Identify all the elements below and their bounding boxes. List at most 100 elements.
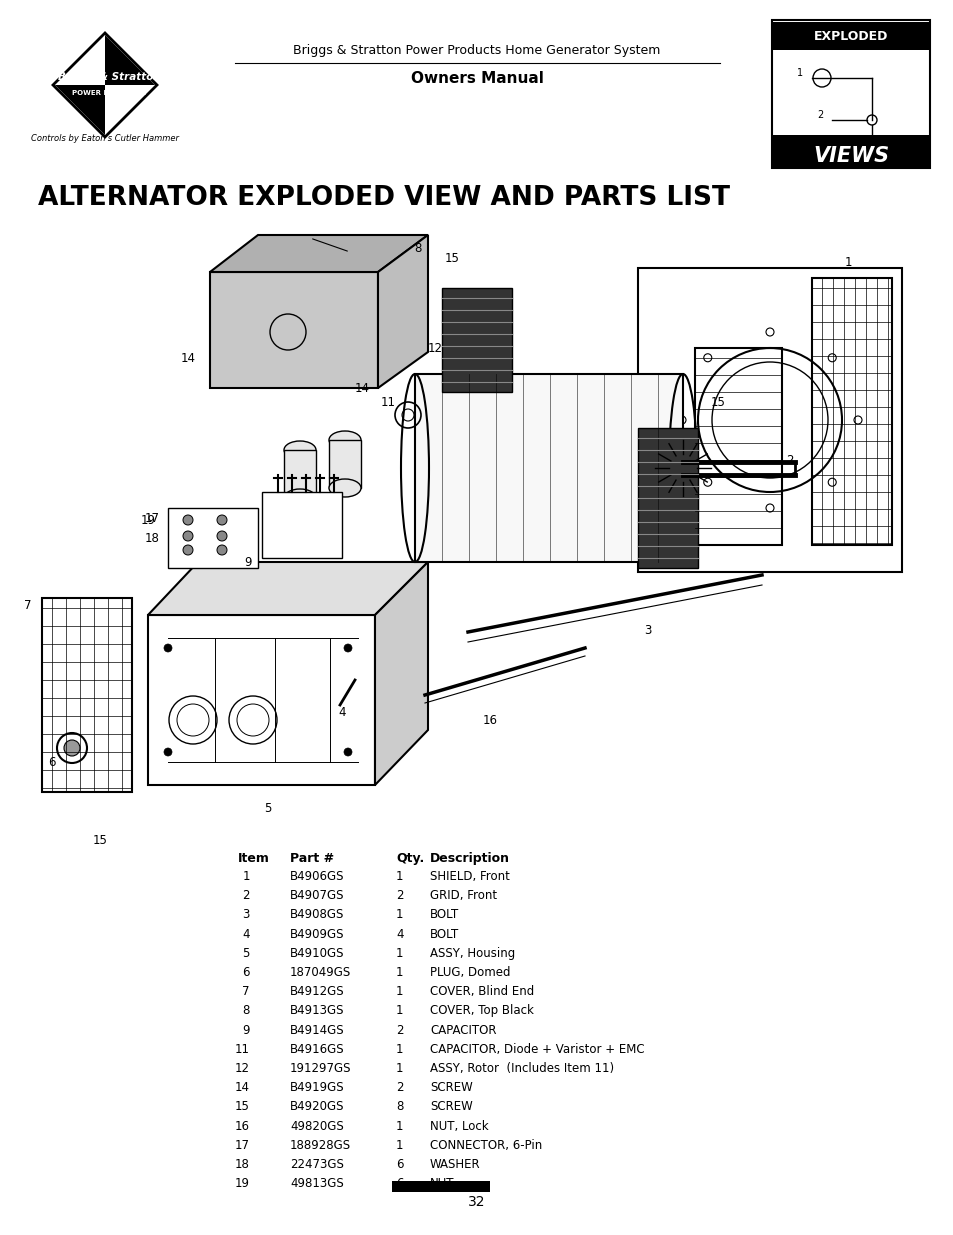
Circle shape bbox=[344, 643, 352, 652]
Circle shape bbox=[216, 545, 227, 555]
Text: 1: 1 bbox=[796, 68, 802, 78]
Text: 16: 16 bbox=[234, 1120, 250, 1132]
Polygon shape bbox=[811, 278, 891, 545]
Text: 5: 5 bbox=[242, 947, 250, 960]
Text: B4909GS: B4909GS bbox=[290, 927, 344, 941]
FancyBboxPatch shape bbox=[329, 440, 360, 488]
Text: 1: 1 bbox=[395, 986, 403, 998]
Ellipse shape bbox=[284, 489, 315, 508]
Text: Description: Description bbox=[430, 852, 510, 864]
Text: 6: 6 bbox=[395, 1158, 403, 1171]
Text: SCREW: SCREW bbox=[430, 1081, 473, 1094]
Text: 49820GS: 49820GS bbox=[290, 1120, 343, 1132]
Text: Briggs & Stratton: Briggs & Stratton bbox=[57, 72, 160, 82]
Text: 15: 15 bbox=[92, 834, 108, 846]
Text: Briggs & Stratton Power Products Home Generator System: Briggs & Stratton Power Products Home Ge… bbox=[293, 43, 660, 57]
Text: 16: 16 bbox=[482, 714, 497, 726]
Text: BOLT: BOLT bbox=[430, 909, 458, 921]
Text: 18: 18 bbox=[145, 531, 159, 545]
Text: Qty.: Qty. bbox=[395, 852, 424, 864]
Text: B4919GS: B4919GS bbox=[290, 1081, 344, 1094]
Text: 1: 1 bbox=[395, 1139, 403, 1152]
Circle shape bbox=[57, 734, 87, 763]
FancyBboxPatch shape bbox=[415, 374, 682, 562]
Polygon shape bbox=[441, 288, 512, 391]
Text: 187049GS: 187049GS bbox=[290, 966, 351, 979]
Text: B4912GS: B4912GS bbox=[290, 986, 344, 998]
Text: 49813GS: 49813GS bbox=[290, 1177, 343, 1191]
Text: B4906GS: B4906GS bbox=[290, 869, 344, 883]
Text: 2: 2 bbox=[395, 889, 403, 903]
Circle shape bbox=[183, 531, 193, 541]
Text: 11: 11 bbox=[234, 1042, 250, 1056]
Ellipse shape bbox=[329, 431, 360, 450]
Text: 1: 1 bbox=[395, 1062, 403, 1074]
Text: NUT: NUT bbox=[430, 1177, 454, 1191]
Circle shape bbox=[164, 643, 172, 652]
Text: 1: 1 bbox=[395, 1042, 403, 1056]
Text: 1: 1 bbox=[395, 1120, 403, 1132]
Text: 12: 12 bbox=[234, 1062, 250, 1074]
Text: 1: 1 bbox=[843, 256, 851, 268]
Polygon shape bbox=[148, 562, 428, 615]
Text: 9: 9 bbox=[242, 1024, 250, 1036]
Polygon shape bbox=[375, 562, 428, 785]
FancyBboxPatch shape bbox=[771, 20, 929, 168]
Text: 19: 19 bbox=[140, 514, 155, 526]
Circle shape bbox=[216, 515, 227, 525]
Polygon shape bbox=[53, 33, 157, 137]
Text: EXPLODED: EXPLODED bbox=[813, 30, 887, 42]
Polygon shape bbox=[638, 429, 698, 568]
Circle shape bbox=[216, 531, 227, 541]
Text: 3: 3 bbox=[886, 138, 892, 148]
Text: 3: 3 bbox=[643, 624, 651, 636]
Text: 7: 7 bbox=[242, 986, 250, 998]
Polygon shape bbox=[377, 235, 428, 388]
Text: 14: 14 bbox=[180, 352, 195, 364]
Text: Owners Manual: Owners Manual bbox=[410, 70, 543, 85]
Text: 6: 6 bbox=[49, 756, 55, 768]
Text: 1: 1 bbox=[395, 1004, 403, 1018]
Polygon shape bbox=[148, 615, 375, 785]
Text: B4913GS: B4913GS bbox=[290, 1004, 344, 1018]
Text: CAPACITOR, Diode + Varistor + EMC: CAPACITOR, Diode + Varistor + EMC bbox=[430, 1042, 644, 1056]
Text: POWER PRODUCTS: POWER PRODUCTS bbox=[71, 90, 146, 96]
Text: COVER, Top Black: COVER, Top Black bbox=[430, 1004, 534, 1018]
Polygon shape bbox=[262, 492, 341, 558]
Polygon shape bbox=[42, 598, 132, 792]
Text: Controls by Eaton's Cutler Hammer: Controls by Eaton's Cutler Hammer bbox=[30, 133, 179, 142]
Text: SHIELD, Front: SHIELD, Front bbox=[430, 869, 509, 883]
Text: COVER, Blind End: COVER, Blind End bbox=[430, 986, 534, 998]
FancyBboxPatch shape bbox=[771, 22, 929, 49]
Text: 1: 1 bbox=[395, 869, 403, 883]
Text: B4920GS: B4920GS bbox=[290, 1100, 344, 1114]
Polygon shape bbox=[105, 35, 154, 85]
Text: 2: 2 bbox=[395, 1024, 403, 1036]
Text: 1: 1 bbox=[395, 966, 403, 979]
Text: 19: 19 bbox=[234, 1177, 250, 1191]
Circle shape bbox=[183, 515, 193, 525]
Text: 2: 2 bbox=[816, 110, 822, 120]
Text: VIEWS: VIEWS bbox=[812, 146, 888, 165]
Text: 4: 4 bbox=[242, 927, 250, 941]
Circle shape bbox=[64, 740, 80, 756]
Polygon shape bbox=[210, 235, 428, 272]
Text: 8: 8 bbox=[242, 1004, 250, 1018]
Text: 18: 18 bbox=[234, 1158, 250, 1171]
Text: 7: 7 bbox=[24, 599, 31, 611]
Text: 9: 9 bbox=[244, 556, 252, 568]
Text: 6: 6 bbox=[395, 1177, 403, 1191]
Ellipse shape bbox=[284, 441, 315, 459]
Polygon shape bbox=[210, 272, 377, 388]
FancyBboxPatch shape bbox=[284, 450, 315, 498]
Text: 17: 17 bbox=[234, 1139, 250, 1152]
Text: B4910GS: B4910GS bbox=[290, 947, 344, 960]
Text: 4: 4 bbox=[338, 705, 345, 719]
Text: 6: 6 bbox=[242, 966, 250, 979]
Text: ASSY, Rotor  (Includes Item 11): ASSY, Rotor (Includes Item 11) bbox=[430, 1062, 614, 1074]
Text: B4916GS: B4916GS bbox=[290, 1042, 344, 1056]
Text: 1: 1 bbox=[242, 869, 250, 883]
Text: GRID, Front: GRID, Front bbox=[430, 889, 497, 903]
Text: B4908GS: B4908GS bbox=[290, 909, 344, 921]
Circle shape bbox=[183, 545, 193, 555]
